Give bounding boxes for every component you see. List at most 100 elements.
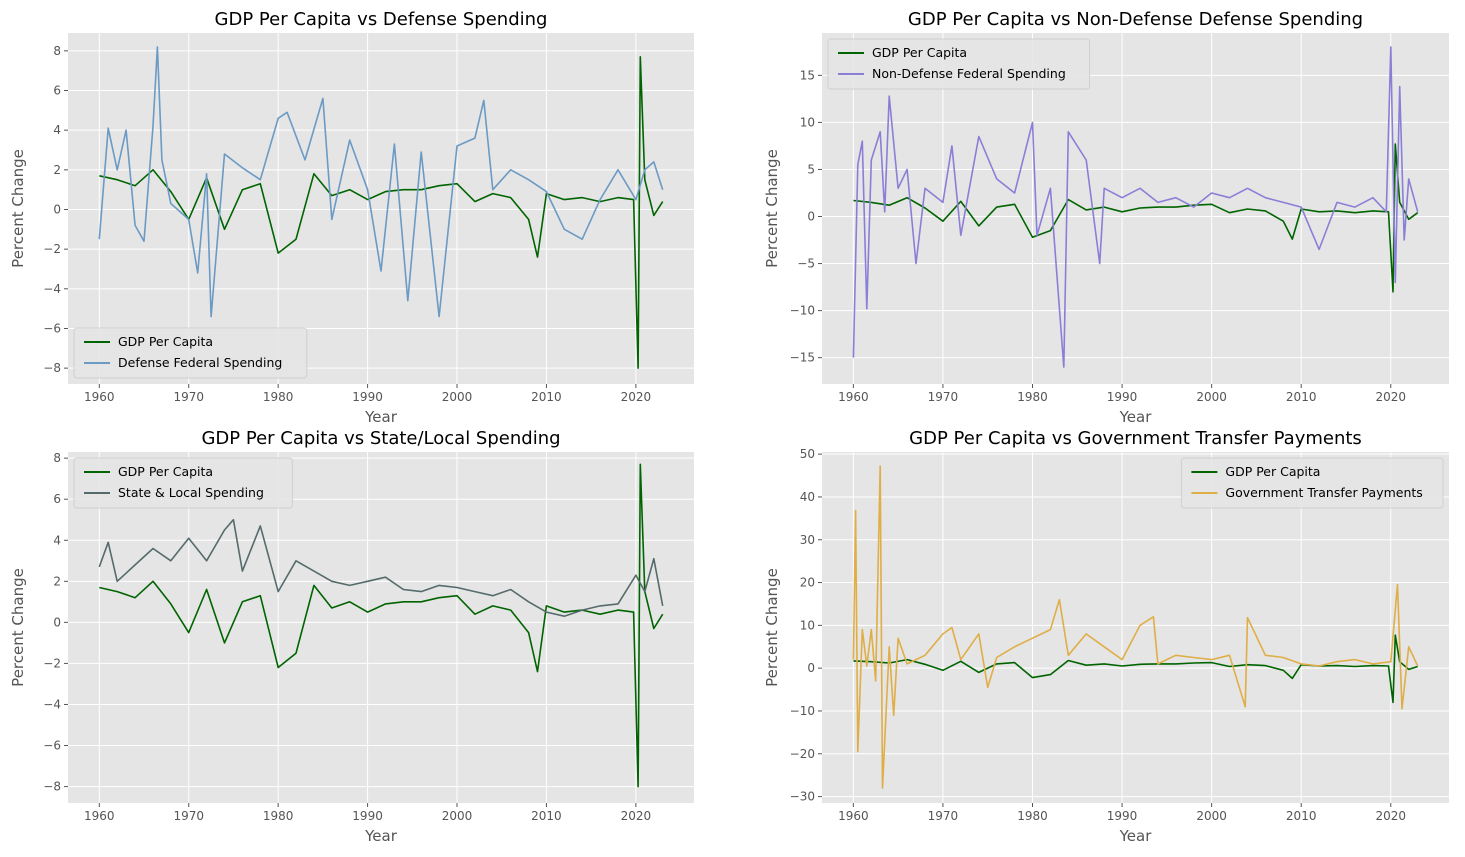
x-axis-label: Year (1119, 827, 1153, 845)
y-tick-label: 6 (53, 492, 61, 506)
legend-box (1180, 457, 1444, 509)
y-tick-label: −6 (43, 739, 61, 753)
x-tick-label: 2000 (1196, 390, 1227, 404)
y-tick-label: −15 (790, 351, 815, 365)
chart-panel-4: 1960 1970 1980 1990 2000 2010 2020 −30 −20 −10 0 10… (763, 428, 1449, 845)
y-tick-label: 10 (800, 115, 815, 129)
x-tick-label: 1960 (84, 390, 115, 404)
legend-entry: GDP Per Capita (872, 45, 967, 60)
plot-area (68, 33, 694, 384)
x-tick-label: 1970 (173, 390, 204, 404)
x-tick-label: 2000 (1196, 809, 1227, 823)
series-line-2 (852, 46, 1419, 368)
x-tick-label: 2020 (1376, 809, 1407, 823)
legend: GDP Per Capita State & Local Spending (73, 457, 293, 509)
x-tick-label: 1980 (1017, 809, 1048, 823)
x-tick-label: 1970 (928, 809, 959, 823)
x-tick-label: 2000 (442, 390, 473, 404)
x-tick-label: 1990 (352, 390, 383, 404)
y-tick-label: −8 (43, 361, 61, 375)
plot-area (822, 452, 1449, 803)
x-axis-label: Year (364, 827, 398, 845)
legend-box (73, 327, 308, 379)
x-tick-label: 2020 (621, 809, 652, 823)
plot-area (68, 452, 694, 803)
legend-entry: State & Local Spending (118, 485, 264, 500)
y-tick-label: −2 (43, 242, 61, 256)
y-axis-label: Percent Change (763, 149, 781, 268)
x-tick-label: 1990 (1107, 390, 1138, 404)
legend-entry: Non-Defense Federal Spending (872, 66, 1066, 81)
x-tick-label: 1990 (1107, 809, 1138, 823)
chart-title: GDP Per Capita vs Non-Defense Defense Sp… (908, 9, 1363, 30)
y-tick-label: 0 (53, 202, 61, 216)
y-tick-label: 8 (53, 44, 61, 58)
y-tick-label: −8 (43, 780, 61, 794)
y-tick-label: −5 (797, 257, 815, 271)
legend: GDP Per Capita Government Transfer Paymen… (1180, 457, 1444, 509)
legend-entry: GDP Per Capita (1225, 464, 1320, 479)
y-tick-label: 0 (807, 209, 815, 223)
x-tick-label: 1980 (263, 390, 294, 404)
y-tick-label: −4 (43, 697, 61, 711)
y-tick-label: 20 (800, 576, 815, 590)
y-tick-label: 30 (800, 533, 815, 547)
y-tick-label: 10 (800, 618, 815, 632)
y-axis-label: Percent Change (9, 568, 27, 687)
x-tick-label: 1980 (1017, 390, 1048, 404)
y-tick-label: 0 (807, 661, 815, 675)
y-tick-label: 50 (800, 447, 815, 461)
x-tick-label: 2000 (442, 809, 473, 823)
y-tick-label: −10 (790, 304, 815, 318)
y-tick-label: 8 (53, 451, 61, 465)
x-tick-label: 1980 (263, 809, 294, 823)
chart-title: GDP Per Capita vs State/Local Spending (201, 428, 560, 449)
y-tick-label: 5 (807, 162, 815, 176)
y-tick-label: 40 (800, 490, 815, 504)
x-tick-label: 2020 (1376, 390, 1407, 404)
x-tick-label: 1960 (838, 809, 869, 823)
x-tick-label: 2010 (1286, 390, 1317, 404)
y-tick-label: 0 (53, 615, 61, 629)
legend-entry: GDP Per Capita (118, 464, 213, 479)
series-line-2 (98, 46, 664, 318)
legend-entry: Defense Federal Spending (118, 355, 282, 370)
x-axis-label: Year (364, 408, 398, 426)
chart-panel-3: 1960 1970 1980 1990 2000 2010 2020 −8 −6 −4 −2 0 2 4 6… (9, 428, 694, 845)
series-line-1 (853, 634, 1418, 704)
y-tick-label: 4 (53, 123, 61, 137)
y-tick-label: −2 (43, 656, 61, 670)
y-tick-label: −10 (790, 704, 815, 718)
y-tick-label: 2 (53, 163, 61, 177)
series-line-1 (853, 143, 1419, 293)
legend-box (827, 38, 1091, 90)
chart-title: GDP Per Capita vs Government Transfer Pa… (909, 428, 1362, 449)
chart-title: GDP Per Capita vs Defense Spending (215, 9, 548, 30)
legend: GDP Per Capita Non-Defense Federal Spendi… (827, 38, 1091, 90)
series-line-2 (852, 465, 1419, 789)
x-tick-label: 2010 (531, 390, 562, 404)
series-line-1 (99, 463, 664, 788)
x-tick-label: 1960 (838, 390, 869, 404)
y-tick-label: −30 (790, 790, 815, 804)
x-tick-label: 1970 (928, 390, 959, 404)
y-tick-label: 2 (53, 574, 61, 588)
y-tick-label: 4 (53, 533, 61, 547)
legend: GDP Per Capita Defense Federal Spending (73, 327, 308, 379)
chart-panel-1: 1960 1970 1980 1990 2000 2010 2020 −8 −6 −4 −2 0 2 4 6… (9, 9, 694, 426)
y-tick-label: −6 (43, 321, 61, 335)
x-tick-label: 2010 (531, 809, 562, 823)
y-tick-label: −4 (43, 282, 61, 296)
x-tick-label: 2010 (1286, 809, 1317, 823)
legend-box (73, 457, 293, 509)
chart-panel-2: 1960 1970 1980 1990 2000 2010 2020 −15 −10 −5 0 5 10… (763, 9, 1449, 426)
legend-entry: GDP Per Capita (118, 334, 213, 349)
y-axis-label: Percent Change (9, 149, 27, 268)
x-axis-label: Year (1119, 408, 1153, 426)
y-tick-label: 15 (800, 68, 815, 82)
legend-entry: Government Transfer Payments (1225, 485, 1422, 500)
x-tick-label: 2020 (621, 390, 652, 404)
y-tick-label: −20 (790, 747, 815, 761)
y-tick-label: 6 (53, 84, 61, 98)
x-tick-label: 1990 (352, 809, 383, 823)
